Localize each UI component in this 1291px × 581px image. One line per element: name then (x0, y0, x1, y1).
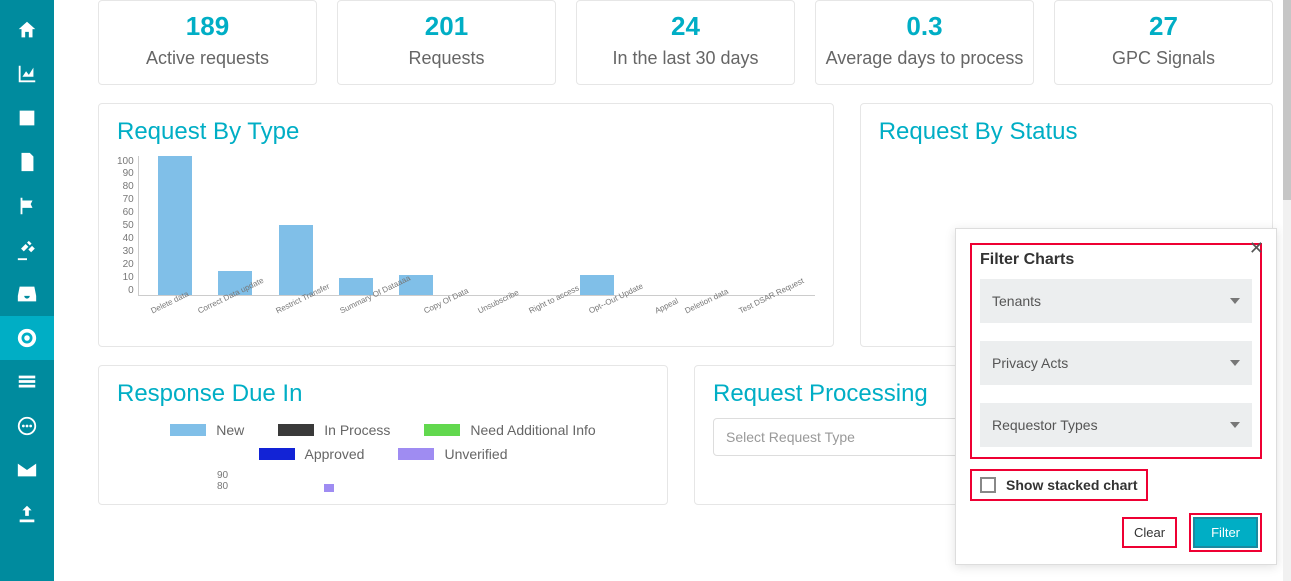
legend-item: Need Additional Info (424, 422, 595, 438)
chevron-down-icon (1230, 422, 1240, 428)
kpi-requests: 201 Requests (337, 0, 556, 85)
highlight-box: Filter (1189, 513, 1262, 552)
envelope-icon (16, 459, 38, 481)
tenants-select[interactable]: Tenants (980, 279, 1252, 323)
privacy-acts-select[interactable]: Privacy Acts (980, 341, 1252, 385)
list-icon (16, 371, 38, 393)
kpi-row: 189 Active requests 201 Requests 24 In t… (98, 0, 1273, 85)
kpi-avg-days: 0.3 Average days to process (815, 0, 1034, 85)
grid-icon (16, 107, 38, 129)
bar-label: Appeal (648, 296, 680, 318)
filter-popover: ✕ Filter Charts Tenants Privacy Acts Req… (955, 228, 1277, 565)
kpi-value: 201 (346, 11, 547, 42)
bar-labels: Delete dataCorrect Data updateRestrict T… (138, 296, 815, 319)
kpi-label: Average days to process (824, 48, 1025, 70)
requestor-types-select[interactable]: Requestor Types (980, 403, 1252, 447)
ytick: 80 (217, 481, 234, 492)
panel-title: Response Due In (117, 380, 649, 408)
panel-title: Request By Status (879, 118, 1254, 146)
chart-icon (16, 63, 38, 85)
chevron-down-icon (1230, 360, 1240, 366)
sidebar-item-list[interactable] (0, 360, 54, 404)
legend-item: Approved (259, 446, 365, 462)
legend-swatch (424, 424, 460, 436)
kpi-label: GPC Signals (1063, 48, 1264, 70)
checkbox-label: Show stacked chart (1006, 477, 1138, 493)
kpi-value: 24 (585, 11, 786, 42)
popover-title: Filter Charts (980, 251, 1252, 269)
scroll-thumb[interactable] (1283, 0, 1291, 200)
bar[interactable] (580, 275, 614, 295)
close-icon[interactable]: ✕ (1249, 239, 1264, 257)
stacked-chart-checkbox[interactable] (980, 477, 996, 493)
kpi-value: 27 (1063, 11, 1264, 42)
gavel-icon (16, 239, 38, 261)
sidebar-item-gavel[interactable] (0, 228, 54, 272)
kpi-gpc: 27 GPC Signals (1054, 0, 1273, 85)
legend-swatch (170, 424, 206, 436)
document-icon (16, 151, 38, 173)
kpi-active-requests: 189 Active requests (98, 0, 317, 85)
sidebar-item-envelope[interactable] (0, 448, 54, 492)
sidebar-item-inbox[interactable] (0, 272, 54, 316)
select-label: Requestor Types (992, 417, 1098, 433)
legend-item: Unverified (398, 446, 507, 462)
kpi-label: In the last 30 days (585, 48, 786, 70)
home-icon (16, 19, 38, 41)
chevron-down-icon (1230, 298, 1240, 304)
legend-swatch (278, 424, 314, 436)
legend-label: In Process (324, 422, 390, 438)
panel-request-by-type: Request By Type 1009080706050403020100 D… (98, 103, 834, 347)
kpi-value: 0.3 (824, 11, 1025, 42)
kpi-label: Active requests (107, 48, 308, 70)
sidebar (0, 0, 54, 581)
legend-label: Unverified (444, 446, 507, 462)
legend: New In Process Need Additional Info Approve… (117, 418, 649, 470)
bars (138, 156, 815, 296)
filter-button[interactable]: Filter (1193, 517, 1258, 548)
legend-label: New (216, 422, 244, 438)
highlight-box: Show stacked chart (970, 469, 1148, 501)
sidebar-item-dots[interactable] (0, 404, 54, 448)
sidebar-item-lifebuoy[interactable] (0, 316, 54, 360)
legend-item: In Process (278, 422, 390, 438)
highlight-box: Filter Charts Tenants Privacy Acts Reque… (970, 243, 1262, 459)
legend-label: Approved (305, 446, 365, 462)
legend-item: New (170, 422, 244, 438)
y-axis: 1009080706050403020100 (117, 156, 138, 296)
inbox-icon (16, 283, 38, 305)
sidebar-item-upload[interactable] (0, 492, 54, 536)
select-label: Privacy Acts (992, 355, 1068, 371)
clear-button[interactable]: Clear (1122, 517, 1177, 548)
panel-response-due-in: Response Due In New In Process Need Additi… (98, 365, 668, 505)
kpi-value: 189 (107, 11, 308, 42)
main-content: 189 Active requests 201 Requests 24 In t… (54, 0, 1291, 581)
lifebuoy-icon (16, 327, 38, 349)
sidebar-item-document[interactable] (0, 140, 54, 184)
flag-icon (16, 195, 38, 217)
ytick: 90 (217, 470, 234, 481)
upload-icon (16, 503, 38, 525)
select-label: Tenants (992, 293, 1041, 309)
bar-stub (324, 484, 334, 492)
sidebar-item-grid[interactable] (0, 96, 54, 140)
dots-icon (16, 415, 38, 437)
sidebar-item-home[interactable] (0, 8, 54, 52)
legend-label: Need Additional Info (470, 422, 595, 438)
sidebar-item-chart[interactable] (0, 52, 54, 96)
kpi-last-30: 24 In the last 30 days (576, 0, 795, 85)
scrollbar[interactable] (1283, 0, 1291, 581)
legend-swatch (259, 448, 295, 460)
bar[interactable] (279, 225, 313, 295)
legend-swatch (398, 448, 434, 460)
bar-chart: 1009080706050403020100 Delete dataCorrec… (117, 156, 815, 336)
panel-title: Request By Type (117, 118, 815, 146)
sidebar-item-flag[interactable] (0, 184, 54, 228)
bar[interactable] (158, 156, 192, 295)
kpi-label: Requests (346, 48, 547, 70)
